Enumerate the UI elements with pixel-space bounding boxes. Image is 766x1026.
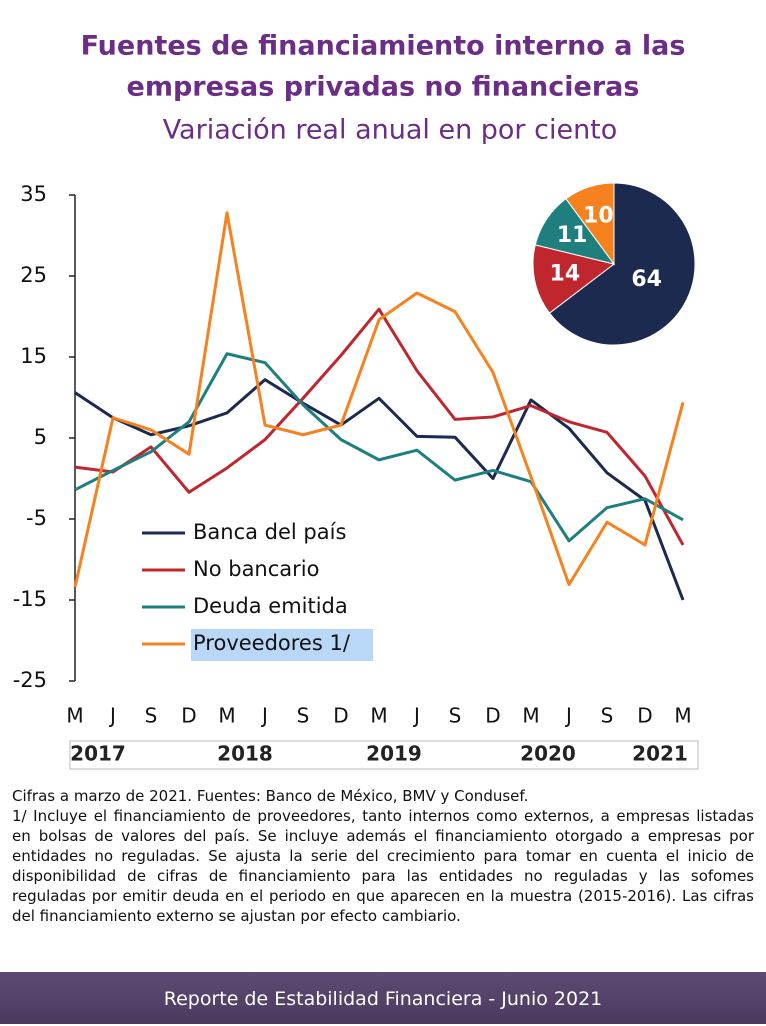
notes: Cifras a marzo de 2021. Fuentes: Banco d… [12, 786, 754, 926]
year-label: 2020 [520, 742, 576, 766]
y-tick-label: -25 [13, 668, 47, 692]
x-tick-label: S [297, 704, 310, 728]
y-tick-label: -15 [13, 587, 47, 611]
pie-label: 11 [557, 223, 588, 248]
y-tick-label: -5 [26, 506, 47, 530]
x-tick-label: J [412, 704, 420, 728]
y-tick-label: 25 [20, 263, 47, 287]
legend-label: Deuda emitida [193, 594, 348, 618]
line-series [74, 378, 685, 601]
x-tick-label: M [218, 704, 235, 728]
chart-title: empresas privadas no financieras [127, 72, 640, 103]
x-tick-label: D [637, 704, 652, 728]
y-tick-label: 15 [20, 344, 47, 368]
legend-label: Banca del país [193, 520, 346, 544]
x-tick-label: S [601, 704, 614, 728]
x-tick-label: D [181, 704, 196, 728]
y-tick-label: 5 [34, 425, 47, 449]
year-box [69, 740, 699, 770]
pie-slice [532, 244, 616, 314]
legend-highlight [191, 629, 373, 661]
x-tick-label: M [66, 704, 83, 728]
x-tick-label: M [370, 704, 387, 728]
year-label: 2017 [70, 742, 126, 766]
x-tick-label: J [564, 704, 572, 728]
year-label: 2018 [217, 742, 273, 766]
x-tick-label: M [674, 704, 691, 728]
year-label: 2019 [366, 742, 422, 766]
x-tick-label: M [522, 704, 539, 728]
pie-slice [565, 182, 615, 266]
x-tick-label: D [485, 704, 500, 728]
legend-label: No bancario [193, 557, 319, 581]
line-series [74, 307, 685, 546]
chart: Fuentes de financiamiento interno a las … [13, 31, 699, 770]
legend-label: Proveedores 1/ [193, 631, 351, 655]
chart-subtitle: Variación real anual en por ciento [163, 115, 618, 146]
x-tick-label: S [449, 704, 462, 728]
y-tick-label: 35 [20, 182, 47, 206]
note: Cifras a marzo de 2021. Fuentes: Banco d… [12, 787, 529, 805]
note: 1/ Incluye el financiamiento de proveedo… [12, 807, 754, 925]
pie-slice [548, 182, 696, 346]
line-series [74, 352, 684, 543]
x-tick-label: D [333, 704, 348, 728]
chart-title: Fuentes de financiamiento interno a las [81, 31, 686, 62]
pie-label: 64 [631, 267, 662, 292]
x-tick-label: S [145, 704, 158, 728]
footer: Reporte de Estabilidad Financiera - Juni… [0, 972, 766, 1024]
line-series [73, 211, 685, 588]
x-tick-label: J [260, 704, 268, 728]
x-tick-label: J [108, 704, 116, 728]
pie-label: 14 [550, 261, 581, 286]
year-label: 2021 [632, 742, 688, 766]
pie-label: 10 [583, 203, 614, 228]
